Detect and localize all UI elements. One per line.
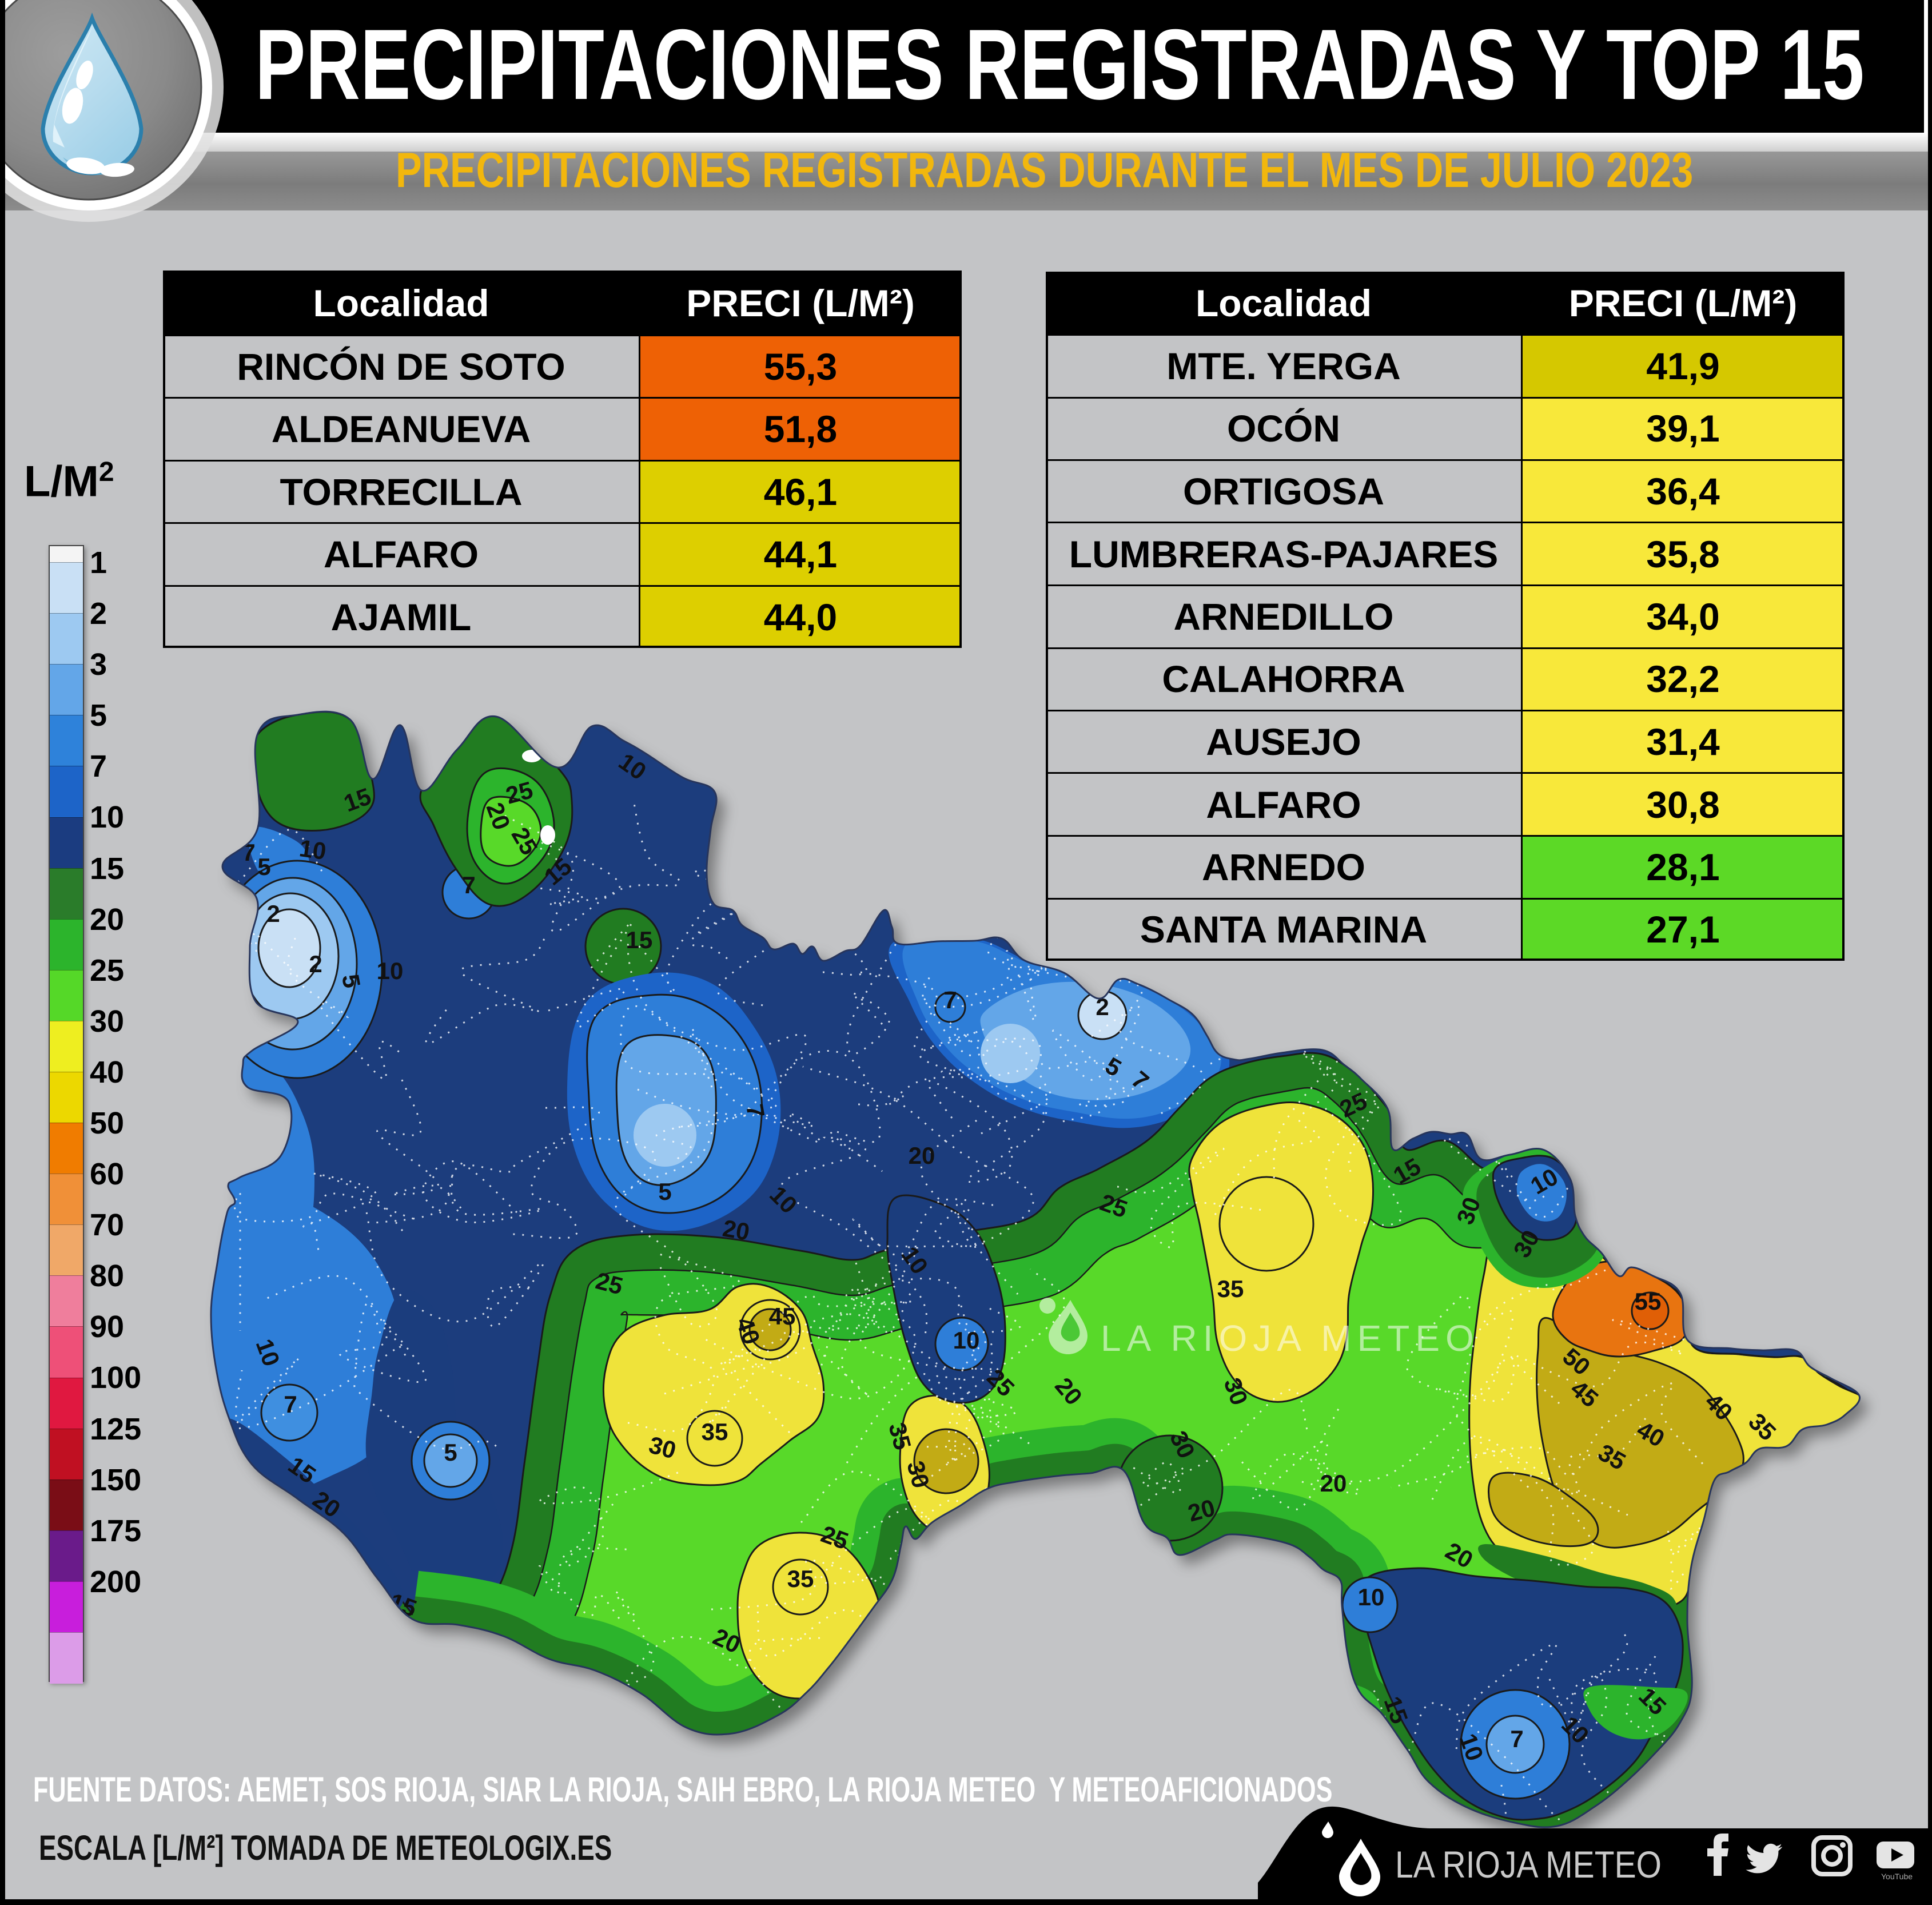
svg-text:55: 55 [1635,1288,1662,1315]
svg-text:10: 10 [298,834,328,865]
svg-text:LA RIOJA METEO: LA RIOJA METEO [1101,1318,1480,1359]
svg-text:2: 2 [266,900,280,927]
svg-text:20: 20 [813,1693,850,1729]
svg-text:35: 35 [787,1565,814,1592]
svg-text:15: 15 [626,926,653,953]
svg-text:YouTube: YouTube [1881,1872,1913,1881]
svg-text:20: 20 [720,1215,751,1246]
svg-text:20: 20 [437,1628,472,1662]
svg-text:25: 25 [1433,1089,1469,1126]
svg-text:7: 7 [943,987,957,1013]
svg-text:7: 7 [284,1391,297,1418]
svg-text:5: 5 [257,853,270,880]
svg-text:LA RIOJA METEO: LA RIOJA METEO [1395,1843,1662,1886]
svg-text:2: 2 [309,950,322,977]
svg-text:20: 20 [1320,1470,1347,1497]
svg-text:7: 7 [462,872,475,898]
svg-text:2: 2 [1096,993,1109,1020]
svg-text:10: 10 [377,957,404,984]
svg-text:5: 5 [658,1178,671,1205]
svg-text:7: 7 [1510,1725,1523,1752]
svg-text:30: 30 [917,1571,951,1605]
svg-text:10: 10 [953,1327,980,1354]
svg-text:5: 5 [444,1439,457,1466]
svg-text:45: 45 [769,1303,796,1330]
svg-text:10: 10 [1358,1584,1385,1610]
svg-text:35: 35 [1217,1275,1244,1302]
svg-text:20: 20 [909,1142,935,1169]
svg-text:35: 35 [702,1418,728,1445]
